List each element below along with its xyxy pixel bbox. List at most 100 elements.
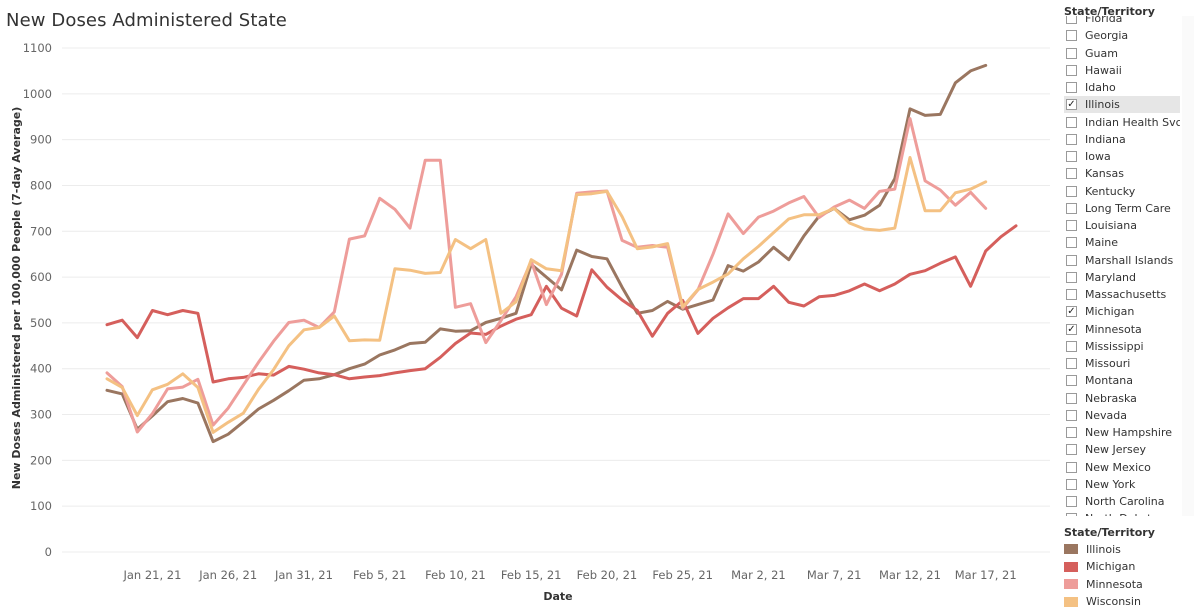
checkbox[interactable] <box>1066 47 1077 59</box>
checkbox[interactable] <box>1066 16 1077 24</box>
checkbox[interactable] <box>1066 392 1077 404</box>
filter-item-label: Louisiana <box>1085 219 1137 232</box>
checkbox[interactable] <box>1066 30 1077 42</box>
filter-item-kentucky[interactable]: Kentucky <box>1064 183 1180 200</box>
filter-item-idaho[interactable]: Idaho <box>1064 79 1180 96</box>
legend-swatch <box>1064 544 1078 554</box>
filter-item-kansas[interactable]: Kansas <box>1064 165 1180 182</box>
y-tick-label: 800 <box>30 178 52 192</box>
filter-item-iowa[interactable]: Iowa <box>1064 148 1180 165</box>
filter-item-label: Massachusetts <box>1085 288 1167 301</box>
filter-item-minnesota[interactable]: ✓ Minnesota <box>1064 321 1180 338</box>
checkbox[interactable] <box>1066 375 1077 387</box>
filter-item-label: Florida <box>1085 16 1123 25</box>
filter-item-georgia[interactable]: Georgia <box>1064 27 1180 44</box>
filter-item-indian-health-svc[interactable]: Indian Health Svc <box>1064 114 1180 131</box>
checkbox[interactable] <box>1066 82 1077 93</box>
y-tick-label: 900 <box>30 133 52 147</box>
checkbox[interactable]: ✓ <box>1066 323 1077 335</box>
filter-item-maine[interactable]: Maine <box>1064 234 1180 251</box>
legend-swatch <box>1064 579 1078 589</box>
legend-item-michigan[interactable]: Michigan <box>1064 559 1135 575</box>
y-tick-label: 400 <box>30 362 52 376</box>
filter-scrollbar[interactable] <box>1182 16 1194 516</box>
state-filter-list[interactable]: Florida Georgia Guam Hawaii Idaho ✓ Illinois In… <box>1058 16 1180 516</box>
filter-item-illinois[interactable]: ✓ Illinois <box>1064 96 1180 114</box>
filter-item-label: New Mexico <box>1085 460 1151 474</box>
filter-title: State/Territory <box>1064 5 1155 18</box>
checkbox[interactable]: ✓ <box>1066 99 1077 111</box>
x-axis-label: Date <box>543 590 572 603</box>
checkbox[interactable] <box>1066 427 1077 438</box>
checkbox[interactable] <box>1066 358 1077 369</box>
checkbox[interactable] <box>1066 254 1077 266</box>
filter-item-new-jersey[interactable]: New Jersey <box>1064 441 1180 458</box>
x-tick-label: Mar 12, 21 <box>879 568 941 582</box>
filter-item-new-mexico[interactable]: New Mexico <box>1064 459 1180 476</box>
checkbox[interactable] <box>1066 478 1077 490</box>
filter-item-indiana[interactable]: Indiana <box>1064 131 1180 148</box>
checkbox[interactable] <box>1066 496 1077 507</box>
legend-label: Minnesota <box>1086 577 1143 591</box>
series-lines[interactable] <box>105 63 1018 444</box>
series-line-michigan[interactable] <box>105 224 1018 384</box>
series-line-minnesota[interactable] <box>105 117 988 434</box>
filter-item-label: Michigan <box>1085 305 1135 319</box>
legend-item-wisconsin[interactable]: Wisconsin <box>1064 594 1141 610</box>
filter-item-label: North Carolina <box>1085 495 1165 508</box>
y-tick-label: 1000 <box>23 87 52 101</box>
x-tick-label: Jan 31, 21 <box>274 568 333 582</box>
filter-item-long-term-care[interactable]: Long Term Care <box>1064 200 1180 217</box>
checkbox[interactable] <box>1066 220 1077 231</box>
filter-item-hawaii[interactable]: Hawaii <box>1064 62 1180 79</box>
filter-item-label: New York <box>1085 477 1136 491</box>
filter-item-new-york[interactable]: New York <box>1064 476 1180 493</box>
legend-item-minnesota[interactable]: Minnesota <box>1064 576 1143 592</box>
filter-item-marshall-islands[interactable]: Marshall Islands <box>1064 252 1180 269</box>
series-line-wisconsin[interactable] <box>105 156 988 434</box>
filter-item-nebraska[interactable]: Nebraska <box>1064 390 1180 407</box>
filter-item-missouri[interactable]: Missouri <box>1064 355 1180 372</box>
filter-item-michigan[interactable]: ✓ Michigan <box>1064 303 1180 320</box>
checkbox[interactable] <box>1066 444 1077 456</box>
checkbox[interactable] <box>1066 513 1077 516</box>
filter-item-mississippi[interactable]: Mississippi <box>1064 338 1180 355</box>
checkbox[interactable] <box>1066 151 1077 162</box>
checkbox[interactable]: ✓ <box>1066 306 1077 318</box>
filter-item-louisiana[interactable]: Louisiana <box>1064 217 1180 234</box>
checkbox[interactable] <box>1066 409 1077 421</box>
checkbox[interactable] <box>1066 202 1077 214</box>
checkbox[interactable] <box>1066 168 1077 180</box>
filter-item-massachusetts[interactable]: Massachusetts <box>1064 286 1180 303</box>
checkbox[interactable] <box>1066 116 1077 128</box>
filter-item-nevada[interactable]: Nevada <box>1064 407 1180 424</box>
filter-item-guam[interactable]: Guam <box>1064 45 1180 62</box>
filter-item-label: Mississippi <box>1085 339 1144 353</box>
filter-item-label: New Jersey <box>1085 443 1147 457</box>
filter-item-montana[interactable]: Montana <box>1064 372 1180 389</box>
filter-item-north-carolina[interactable]: North Carolina <box>1064 493 1180 510</box>
y-tick-label: 200 <box>30 453 52 467</box>
checkbox[interactable] <box>1066 271 1077 283</box>
checkbox[interactable] <box>1066 237 1077 249</box>
filter-item-maryland[interactable]: Maryland <box>1064 269 1180 286</box>
filter-item-new-hampshire[interactable]: New Hampshire <box>1064 424 1180 441</box>
filter-item-north-dakota[interactable]: North Dakota <box>1064 510 1180 516</box>
checkbox[interactable] <box>1066 461 1077 473</box>
x-tick-label: Feb 15, 21 <box>501 568 562 582</box>
filter-item-label: Kansas <box>1085 167 1124 181</box>
filter-item-label: Indiana <box>1085 132 1126 146</box>
legend-item-illinois[interactable]: Illinois <box>1064 541 1121 557</box>
y-tick-label: 100 <box>30 499 52 513</box>
checkbox[interactable] <box>1066 133 1077 145</box>
filter-item-florida[interactable]: Florida <box>1064 16 1180 27</box>
filter-item-label: Kentucky <box>1085 184 1136 198</box>
filter-item-label: Idaho <box>1085 81 1116 94</box>
y-tick-label: 300 <box>30 408 52 422</box>
checkbox[interactable] <box>1066 185 1077 197</box>
checkbox[interactable] <box>1066 289 1077 300</box>
checkbox[interactable] <box>1066 340 1077 352</box>
grid <box>62 47 1050 553</box>
checkbox[interactable] <box>1066 64 1077 76</box>
series-line-illinois[interactable] <box>105 63 988 444</box>
